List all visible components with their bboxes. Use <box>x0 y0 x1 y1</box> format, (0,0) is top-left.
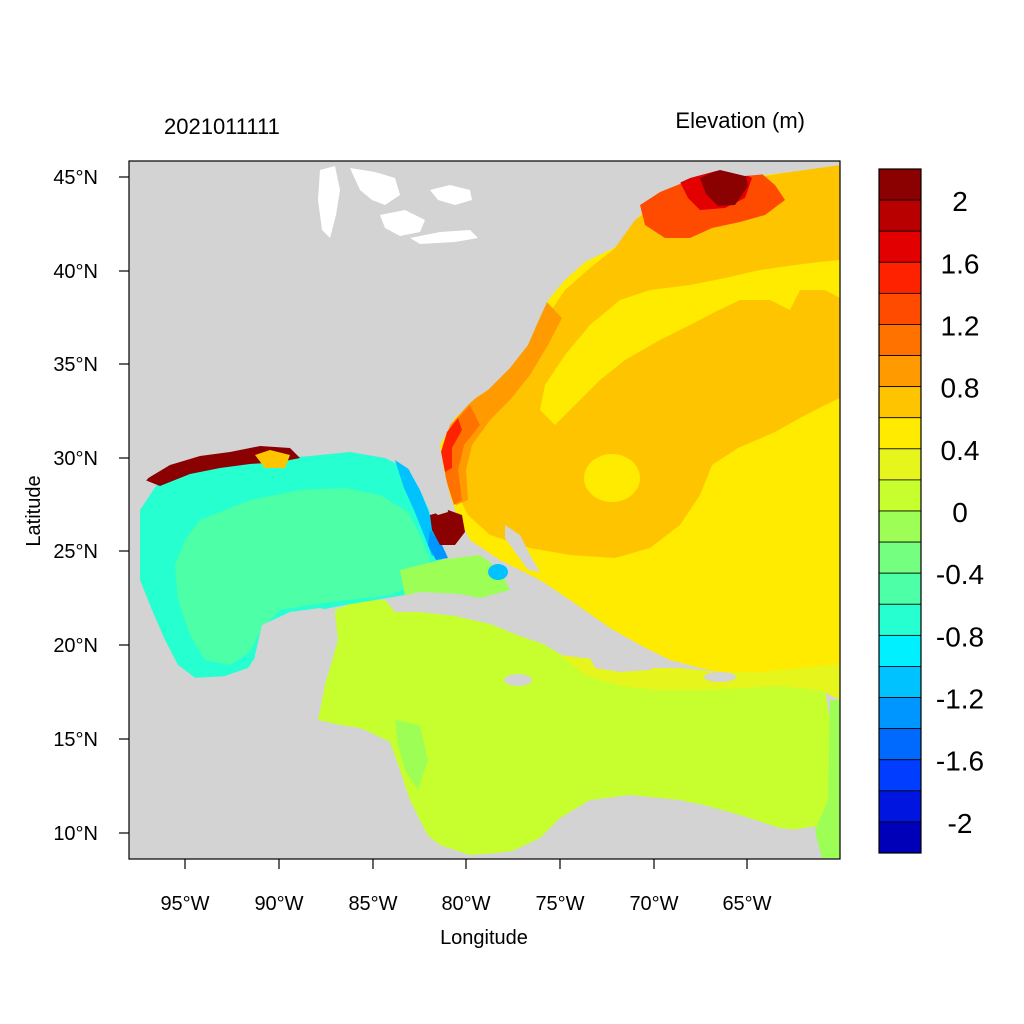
y-tick-label: 15°N <box>53 729 98 751</box>
colorbar-label: -1.6 <box>936 746 984 777</box>
colorbar-label: 0 <box>952 497 968 528</box>
colorbar-swatch <box>878 759 922 792</box>
y-tick-label: 20°N <box>53 635 98 657</box>
x-tick-label: 80°W <box>441 893 490 915</box>
colorbar-swatch <box>878 355 922 388</box>
colorbar-swatch <box>878 417 922 450</box>
bahamas-bank-low <box>488 564 508 580</box>
caribbean-sea <box>318 600 832 855</box>
y-tick-label: 35°N <box>53 354 98 376</box>
great-lakes <box>318 166 478 244</box>
field-title: Elevation (m) <box>675 108 805 133</box>
hispaniola <box>585 645 665 672</box>
colorbar-label: -0.8 <box>936 621 984 652</box>
x-tick-label: 70°W <box>629 893 678 915</box>
colorbar-label: 0.4 <box>941 435 980 466</box>
y-axis-label: Latitude <box>23 475 45 546</box>
x-tick-label: 75°W <box>535 893 584 915</box>
bay-of-fundy-surge <box>700 168 748 206</box>
colorbar-label: -0.4 <box>936 559 984 590</box>
colorbar-label: 0.8 <box>941 373 980 404</box>
florida-straits-low <box>428 530 448 560</box>
x-tick-label: 85°W <box>348 893 397 915</box>
colorbar-swatch <box>878 510 922 543</box>
y-tick-label: 25°N <box>53 541 98 563</box>
colorbar-swatch <box>878 261 922 294</box>
georgia-surge <box>441 418 462 472</box>
colorbar-swatch <box>878 541 922 574</box>
colorbar-swatch <box>878 324 922 356</box>
louisiana-surge <box>255 450 290 468</box>
y-axis: 45°N 40°N 35°N 30°N 25°N 20°N 15°N 10°N <box>53 167 129 845</box>
colorbar-labels: 2 1.6 1.2 0.8 0.4 0 -0.4 -0.8 -1.2 -1.6 -2 <box>936 186 984 839</box>
x-tick-label: 90°W <box>254 893 303 915</box>
colorbar-swatch <box>878 728 922 761</box>
colorbar-label: 1.6 <box>941 248 980 279</box>
colorbar-label: 2 <box>952 186 968 217</box>
venezuela-coast-band <box>815 700 840 858</box>
central-america <box>129 668 440 858</box>
x-axis-label: Longitude <box>440 927 528 949</box>
colorbar-swatch <box>878 572 922 605</box>
puerto-rico <box>704 672 736 682</box>
colorbar-label: 1.2 <box>941 310 980 341</box>
y-tick-label: 45°N <box>53 167 98 189</box>
colorbar <box>878 168 922 854</box>
map-panel <box>129 161 840 859</box>
atlantic-high-region <box>448 165 840 558</box>
colorbar-swatch <box>878 386 922 419</box>
cuba <box>385 592 575 648</box>
y-tick-label: 10°N <box>53 823 98 845</box>
colorbar-swatch <box>878 199 922 232</box>
bahamas <box>505 525 540 572</box>
x-tick-label: 95°W <box>160 893 209 915</box>
colorbar-swatch <box>878 666 922 698</box>
colorbar-label: -1.2 <box>936 684 984 715</box>
florida-straits <box>400 555 510 600</box>
y-tick-label: 40°N <box>53 261 98 283</box>
colorbar-swatch <box>878 603 922 636</box>
yucatan-peninsula <box>255 608 338 720</box>
colorbar-swatch <box>878 634 922 667</box>
colorbar-swatch <box>878 292 922 325</box>
south-florida-surge <box>430 510 465 545</box>
date-string: 2021011111 <box>164 114 280 139</box>
colorbar-swatch <box>878 168 922 201</box>
colorbar-swatch <box>878 821 922 854</box>
jamaica <box>504 674 532 686</box>
map-frame <box>128 160 841 860</box>
north-america <box>129 161 840 520</box>
x-tick-label: 65°W <box>722 893 771 915</box>
x-axis: 95°W 90°W 85°W 80°W 75°W 70°W 65°W <box>160 859 772 915</box>
colorbar-frame <box>878 168 922 854</box>
y-tick-label: 30°N <box>53 448 98 470</box>
south-america <box>440 796 822 858</box>
colorbar-swatch <box>878 448 922 481</box>
colorbar-swatch <box>878 790 922 823</box>
colorbar-swatch <box>878 230 922 263</box>
central-america-coast-band <box>395 720 428 790</box>
east-coast-surge <box>442 300 562 505</box>
gulf-interior <box>175 488 430 665</box>
colorbar-label: -2 <box>948 808 973 839</box>
central-atlantic-yellow-blob <box>584 454 640 502</box>
colorbar-swatch <box>878 697 922 730</box>
colorbar-swatch <box>878 479 922 512</box>
